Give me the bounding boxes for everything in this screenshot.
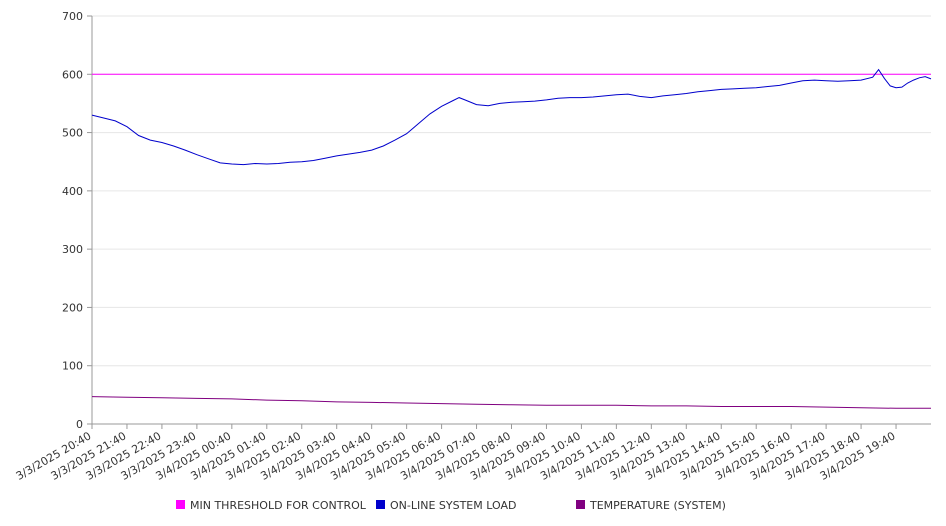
- y-tick-label: 300: [62, 243, 83, 256]
- legend-swatch: [576, 500, 585, 509]
- y-tick-label: 200: [62, 301, 83, 314]
- legend-swatch: [376, 500, 385, 509]
- legend-label: ON-LINE SYSTEM LOAD: [390, 499, 516, 512]
- legend: MIN THRESHOLD FOR CONTROL ON-LINE SYSTEM …: [176, 499, 726, 512]
- y-tick-label: 500: [62, 127, 83, 140]
- legend-swatch: [176, 500, 185, 509]
- y-tick-label: 400: [62, 185, 83, 198]
- series-lines: [91, 68, 932, 409]
- legend-label: TEMPERATURE (SYSTEM): [589, 499, 726, 512]
- y-tick-label: 0: [76, 418, 83, 431]
- y-tick-label: 700: [62, 10, 83, 23]
- grid-lines: [92, 15, 931, 425]
- series-line-2: [91, 68, 932, 166]
- y-tick-label: 600: [62, 68, 83, 81]
- legend-label: MIN THRESHOLD FOR CONTROL: [190, 499, 367, 512]
- series-line-3: [91, 396, 931, 409]
- y-tick-label: 100: [62, 360, 83, 373]
